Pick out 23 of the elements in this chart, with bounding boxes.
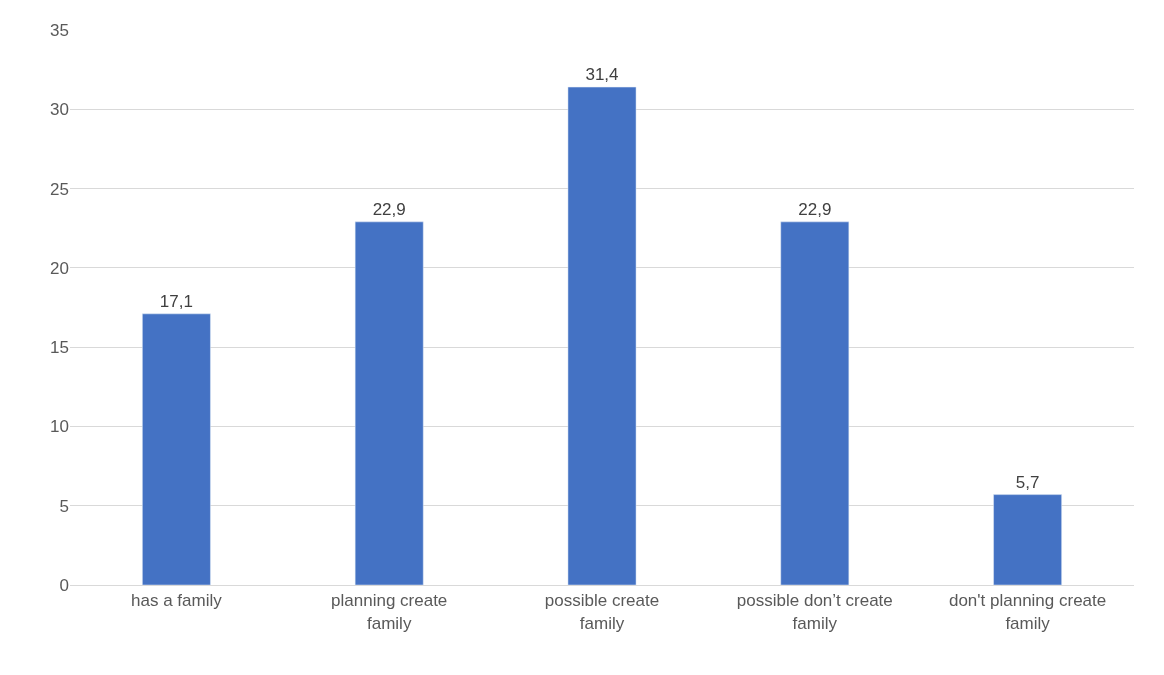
y-tick-label: 25 — [50, 179, 69, 199]
x-tick-label: possible don’t create family — [736, 591, 893, 633]
bar — [354, 221, 424, 585]
data-label: 22,9 — [798, 199, 832, 219]
x-tick-label: planning create family — [331, 591, 448, 633]
x-tick-label: possible create family — [544, 591, 660, 633]
y-tick-label: 5 — [59, 496, 69, 516]
x-tick-label: has a family — [131, 591, 223, 611]
data-label: 31,4 — [585, 65, 619, 85]
bar — [567, 86, 637, 585]
y-tick-label: 20 — [50, 258, 69, 278]
bar — [780, 221, 850, 585]
y-tick-label: 10 — [50, 417, 69, 437]
y-tick-label: 30 — [50, 100, 69, 120]
bar — [142, 313, 211, 585]
bar — [993, 494, 1062, 585]
data-label: 17,1 — [159, 291, 193, 311]
y-tick-label: 35 — [50, 20, 69, 40]
y-tick-label: 0 — [59, 575, 69, 595]
data-label: 5,7 — [1015, 472, 1040, 492]
x-tick-label: don't planning create family — [948, 591, 1107, 633]
data-label: 22,9 — [372, 199, 406, 219]
y-tick-label: 15 — [50, 338, 69, 358]
